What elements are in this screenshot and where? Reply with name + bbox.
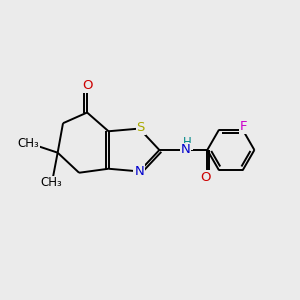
- Text: S: S: [136, 121, 145, 134]
- Text: F: F: [240, 120, 248, 134]
- Text: H: H: [183, 136, 192, 149]
- Text: O: O: [82, 79, 92, 92]
- Text: O: O: [200, 171, 211, 184]
- Text: CH₃: CH₃: [40, 176, 62, 189]
- Text: N: N: [134, 165, 144, 178]
- Text: N: N: [181, 143, 190, 157]
- Text: CH₃: CH₃: [17, 137, 39, 150]
